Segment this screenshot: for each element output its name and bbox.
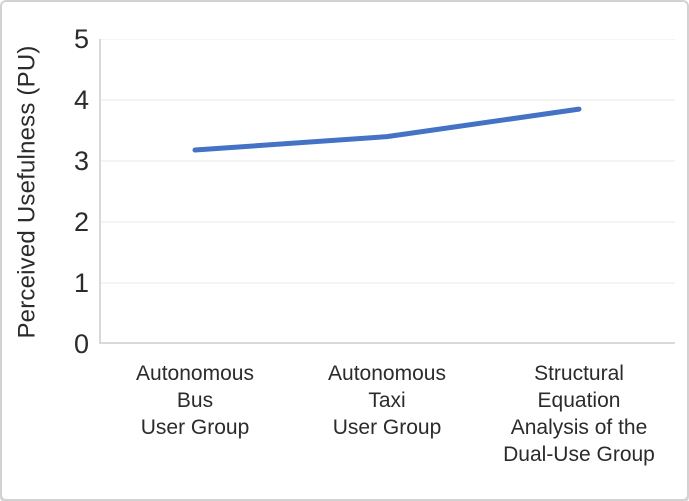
- x-category-label-line: Taxi: [368, 389, 406, 412]
- y-axis-title: Perceived Usefulness (PU): [6, 39, 50, 344]
- x-category-label: Autonomous Taxi User Group: [287, 360, 487, 441]
- plot-area: [99, 39, 675, 344]
- x-category-label-line: Analysis of the: [510, 416, 648, 439]
- data-series-line: [192, 106, 582, 153]
- x-category-label-line: Bus: [176, 389, 214, 412]
- y-axis-tick-label: 0: [73, 329, 89, 359]
- x-category-label-line: Dual-Use Group: [503, 443, 655, 466]
- x-category-label: Autonomous Bus User Group: [95, 360, 295, 441]
- x-category-label-line: User Group: [332, 416, 442, 439]
- y-axis-tick-label: 5: [73, 24, 89, 54]
- x-category-label-line: Structural: [534, 362, 624, 385]
- y-axis-tick-label: 2: [73, 207, 89, 237]
- x-category-label-line: Equation: [537, 389, 621, 412]
- x-category-label-line: Autonomous: [136, 362, 254, 385]
- x-category-label-line: Autonomous: [328, 362, 446, 385]
- y-axis-tick-label: 4: [73, 85, 89, 115]
- x-category-label: Structural Equation Analysis of the Dual-Us…: [479, 360, 679, 468]
- y-axis-tick-label: 1: [73, 268, 89, 298]
- y-axis-tick-label: 3: [73, 146, 89, 176]
- x-category-label-line: User Group: [140, 416, 250, 439]
